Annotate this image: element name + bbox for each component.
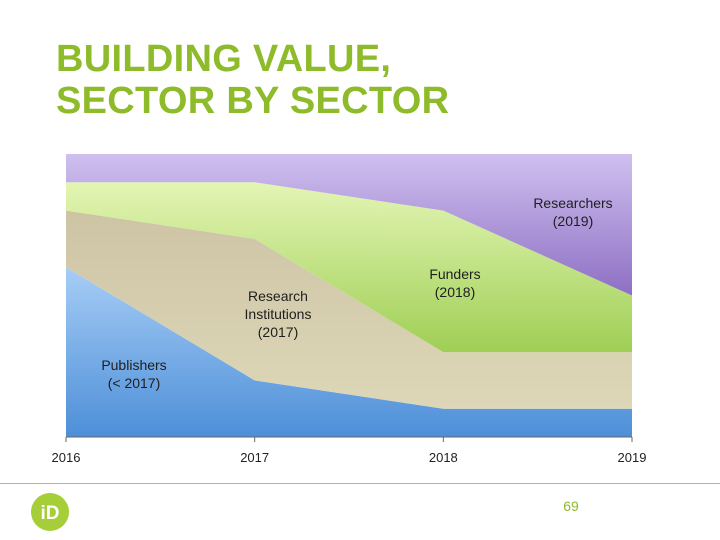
area-series-3 (66, 154, 632, 296)
x-tick-label: 2019 (618, 450, 647, 465)
logo-text: iD (41, 503, 60, 524)
annotation-label: Researchers (533, 195, 612, 211)
x-tick-label: 2017 (240, 450, 269, 465)
annotation-label: (2018) (435, 284, 475, 300)
footer-divider (0, 483, 720, 484)
slide-title-line-1: BUILDING VALUE, (56, 38, 392, 80)
area-series-0 (66, 267, 632, 437)
page-number: 69 (563, 498, 579, 514)
x-tick-label: 2016 (52, 450, 81, 465)
area-series-2 (66, 182, 632, 353)
chart-annotations: Publishers (< 2017) Research Institutions (2… (101, 195, 612, 391)
annotation-label: (2017) (258, 324, 298, 340)
annotation-label: (2019) (553, 213, 593, 229)
annotation-label: (< 2017) (108, 375, 161, 391)
x-tick-label: 2018 (429, 450, 458, 465)
area-series-1 (66, 210, 632, 409)
slide-title-line-2: SECTOR BY SECTOR (56, 80, 450, 122)
slide-title: BUILDING VALUE, SECTOR BY SECTOR (56, 38, 449, 122)
annotation-label: Publishers (101, 357, 166, 373)
annotation-label: Institutions (245, 306, 312, 322)
orcid-logo-icon: iD (31, 493, 69, 531)
x-axis: 2016 2017 2018 2019 (52, 436, 647, 465)
stacked-area-chart: 2016 2017 2018 2019 Publishers (< 2017) Resea… (52, 154, 647, 465)
annotation-label: Research (248, 288, 308, 304)
annotation-label: Funders (429, 266, 480, 282)
chart-areas (66, 154, 632, 437)
